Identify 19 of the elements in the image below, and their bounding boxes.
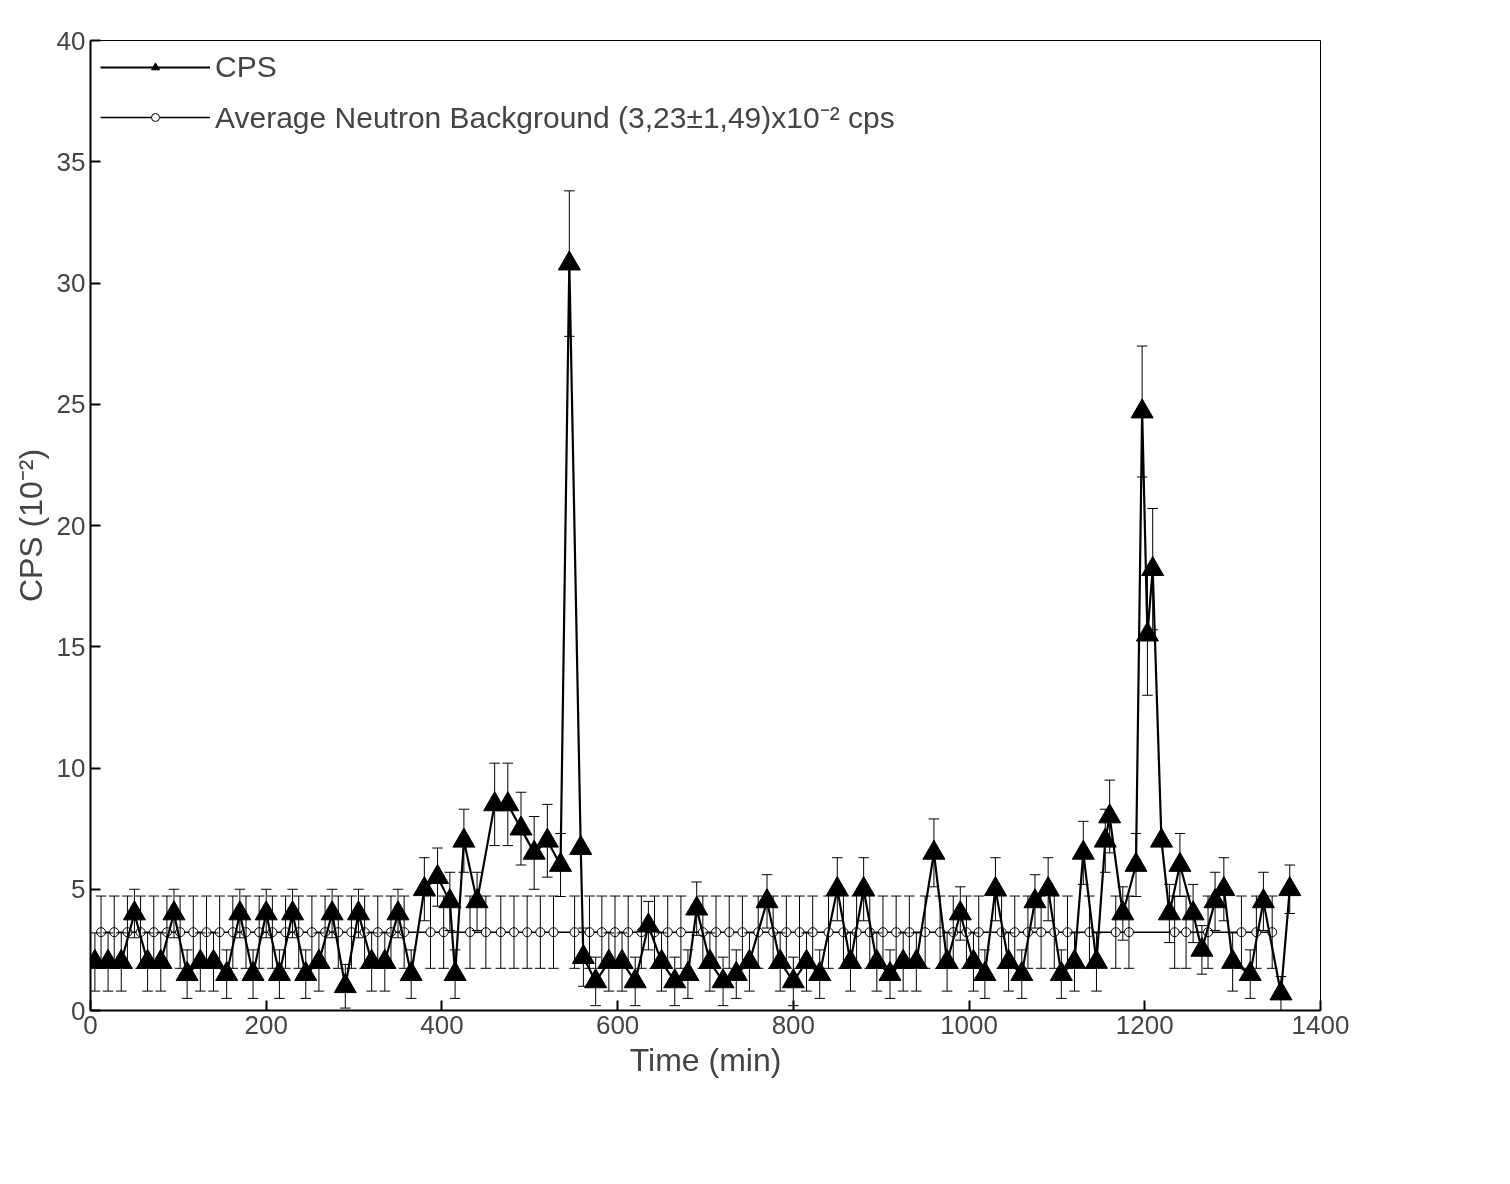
y-axis-title: CPS (10⁻²): [12, 448, 49, 603]
y-tick-label: 35: [56, 146, 86, 177]
x-tick-label: 1200: [1115, 1009, 1174, 1040]
x-tick-label: 600: [595, 1009, 640, 1040]
y-tick-label: 30: [56, 268, 86, 298]
x-tick-label: 1000: [940, 1009, 998, 1040]
x-tick-label: 200: [244, 1009, 288, 1040]
legend-label: CPS: [215, 50, 277, 84]
y-tick-label: 15: [56, 631, 86, 662]
x-axis-title: Time (min): [629, 1041, 782, 1078]
x-tick-label: 1400: [1291, 1009, 1350, 1040]
legend-label: Average Neutron Background (3,23±1,49)x10⁻² cps: [215, 100, 895, 136]
y-tick-label: 10: [56, 753, 86, 783]
y-tick-label: 25: [56, 389, 86, 420]
x-tick-label: 400: [420, 1009, 464, 1040]
y-tick-label: 20: [56, 510, 86, 541]
y-tick-label: 40: [56, 25, 86, 56]
y-tick-label: 5: [71, 874, 86, 905]
x-tick-label: 800: [771, 1009, 816, 1040]
